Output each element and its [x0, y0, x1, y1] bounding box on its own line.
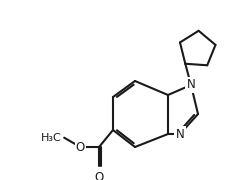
- Text: N: N: [187, 78, 195, 91]
- Text: N: N: [176, 127, 184, 141]
- Text: H₃C: H₃C: [40, 133, 61, 143]
- Text: O: O: [94, 171, 104, 180]
- Text: O: O: [76, 141, 85, 154]
